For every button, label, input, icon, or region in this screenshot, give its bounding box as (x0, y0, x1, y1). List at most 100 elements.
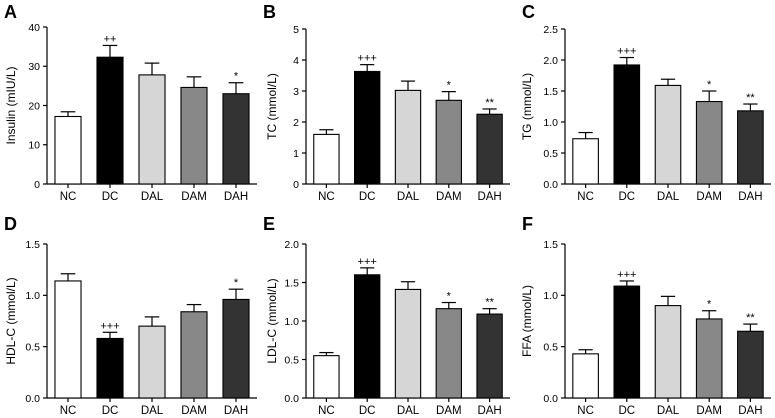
bar-dal (654, 305, 682, 399)
bar-dah (222, 93, 250, 185)
y-tick-label: 10 (28, 140, 40, 152)
chart-panel-e: E 0.0 0.5 1.0 1.5 2.0 LDL-C (mmol/L) NC DC +++ DAL… (263, 214, 510, 417)
category-label-nc: NC (577, 405, 594, 417)
y-tick-label: 0.0 (284, 393, 299, 405)
bar-dam (180, 311, 208, 399)
bar-dam (180, 86, 208, 185)
category-label-dc: DC (618, 405, 635, 417)
significance-label-dah: * (234, 277, 239, 289)
category-label-dc: DC (359, 405, 376, 417)
y-tick-label: 0 (293, 179, 299, 191)
category-label-dal: DAL (397, 405, 420, 417)
category-label-nc: NC (60, 191, 77, 203)
category-label-dah: DAH (224, 405, 248, 417)
significance-label-dc: +++ (100, 320, 119, 332)
category-label-dah: DAH (477, 405, 501, 417)
category-label-dc: DC (359, 191, 376, 203)
y-tick-label: 1 (293, 148, 299, 160)
category-label-dc: DC (102, 191, 119, 203)
y-tick-label: 2 (293, 117, 299, 129)
bar-dam (695, 100, 723, 185)
bar-nc (313, 355, 340, 399)
y-tick-label: 1.0 (543, 290, 558, 302)
bar-dam (435, 308, 462, 399)
category-label-dah: DAH (477, 191, 501, 203)
bar-dam (435, 99, 462, 185)
y-tick-label: 4 (293, 55, 299, 67)
bar-nc (54, 115, 82, 185)
chart-panel-c: C 0.0 0.5 1.0 1.5 2.0 2.5 TG (mmol/L) NC DC +++ DAL… (520, 2, 771, 203)
y-tick-label: 0.0 (25, 393, 40, 405)
bar-dc (354, 274, 381, 399)
y-tick-label: 1.0 (25, 290, 40, 302)
category-label-dah: DAH (738, 405, 762, 417)
significance-label-dam: * (447, 291, 452, 303)
category-label-dam: DAM (436, 191, 462, 203)
significance-label-dc: +++ (617, 46, 636, 58)
significance-label-dah: ** (746, 92, 755, 104)
bar-dah (222, 298, 250, 399)
y-tick-label: 2.5 (543, 24, 558, 36)
category-label-dam: DAM (696, 405, 722, 417)
bar-dc (96, 337, 124, 399)
y-tick-label: 0.5 (25, 341, 40, 353)
y-tick-label: 1.0 (543, 117, 558, 129)
y-tick-label: 0.5 (284, 354, 299, 366)
panel-letter: C (522, 2, 535, 22)
category-label-dam: DAM (436, 405, 462, 417)
y-tick-label: 0.5 (543, 341, 558, 353)
bar-dc (613, 285, 641, 399)
bar-dah (737, 330, 764, 399)
significance-label-dam: * (707, 79, 712, 91)
y-tick-label: 2.0 (543, 55, 558, 67)
y-axis-title: HDL-C (mmol/L) (4, 277, 18, 364)
category-label-nc: NC (577, 191, 594, 203)
panel-letter: D (4, 214, 17, 234)
y-tick-label: 5 (293, 24, 299, 36)
category-label-dal: DAL (141, 405, 164, 417)
significance-label-dah: ** (485, 97, 494, 109)
bar-nc (572, 138, 599, 185)
significance-label-dah: ** (746, 312, 755, 324)
category-label-dc: DC (102, 405, 119, 417)
bar-dal (394, 89, 422, 185)
bar-dal (654, 84, 682, 185)
y-tick-label: 0.0 (543, 393, 558, 405)
chart-panel-b: B 0 1 2 3 4 5 TC (mmol/L) NC DC +++ DAL DAM * DAH ** (263, 2, 510, 203)
category-label-nc: NC (60, 405, 77, 417)
y-tick-label: 3 (293, 86, 299, 98)
y-tick-label: 0.0 (543, 179, 558, 191)
y-axis-title: TG (mmol/L) (520, 73, 534, 140)
bar-dal (138, 325, 166, 399)
y-tick-label: 1.5 (543, 86, 558, 98)
bar-dc (96, 56, 124, 185)
chart-panel-d: D 0.0 0.5 1.0 1.5 HDL-C (mmol/L) NC DC +++ DAL DAM… (4, 214, 257, 417)
significance-label-dc: ++ (104, 33, 117, 45)
y-axis-title: TC (mmol/L) (265, 73, 279, 140)
category-label-dal: DAL (397, 191, 420, 203)
category-label-dah: DAH (738, 191, 762, 203)
y-tick-label: 1.5 (543, 239, 558, 251)
panel-letter: F (522, 214, 533, 234)
y-tick-label: 30 (28, 61, 40, 73)
chart-panel-a: A 0 10 20 30 40 Insulin (mIU/L) NC DC ++ DAL DAM DAH… (4, 2, 257, 203)
category-label-dam: DAM (181, 191, 207, 203)
bar-nc (572, 353, 599, 399)
y-tick-label: 0.5 (543, 148, 558, 160)
bar-dc (613, 64, 641, 185)
category-label-dc: DC (618, 191, 635, 203)
significance-label-dc: +++ (358, 53, 377, 65)
category-label-dal: DAL (141, 191, 164, 203)
y-tick-label: 1.5 (284, 277, 299, 289)
y-tick-label: 20 (28, 100, 40, 112)
panel-letter: E (263, 214, 275, 234)
bar-nc (54, 280, 82, 399)
chart-panel-f: F 0.0 0.5 1.0 1.5 FFA (mmol/L) NC DC +++ DAL DAM * D… (520, 214, 771, 417)
bar-nc (313, 133, 340, 185)
y-tick-label: 1.0 (284, 316, 299, 328)
y-axis-title: LDL-C (mmol/L) (265, 278, 279, 363)
category-label-nc: NC (318, 191, 335, 203)
bar-dam (695, 318, 723, 399)
category-label-dah: DAH (224, 191, 248, 203)
